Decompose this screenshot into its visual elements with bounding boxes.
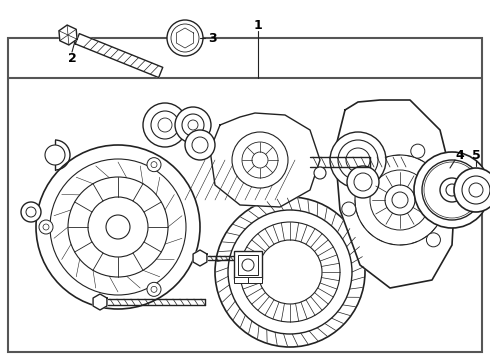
Polygon shape xyxy=(59,25,77,45)
Circle shape xyxy=(228,210,352,334)
Circle shape xyxy=(185,130,215,160)
Text: 4: 4 xyxy=(456,149,465,162)
Circle shape xyxy=(385,185,415,215)
Circle shape xyxy=(106,215,130,239)
Circle shape xyxy=(424,162,480,218)
Circle shape xyxy=(354,173,372,191)
Circle shape xyxy=(392,192,408,208)
Polygon shape xyxy=(75,33,163,77)
Circle shape xyxy=(167,20,203,56)
Circle shape xyxy=(430,168,474,212)
Text: 1: 1 xyxy=(254,18,262,32)
Circle shape xyxy=(252,152,268,168)
Circle shape xyxy=(469,183,483,197)
Circle shape xyxy=(347,166,379,198)
Circle shape xyxy=(454,168,490,212)
Circle shape xyxy=(232,132,288,188)
Circle shape xyxy=(147,158,161,172)
Circle shape xyxy=(175,28,195,48)
Bar xyxy=(234,277,248,283)
Polygon shape xyxy=(210,113,320,207)
Circle shape xyxy=(43,224,49,230)
Bar xyxy=(238,255,258,275)
Circle shape xyxy=(242,259,254,271)
Polygon shape xyxy=(193,250,207,266)
Circle shape xyxy=(338,140,378,180)
Circle shape xyxy=(171,24,199,52)
Circle shape xyxy=(50,159,186,295)
Circle shape xyxy=(68,177,168,277)
Circle shape xyxy=(175,107,211,143)
Bar xyxy=(8,38,482,352)
Circle shape xyxy=(355,155,445,245)
Circle shape xyxy=(346,148,370,172)
Circle shape xyxy=(462,176,490,204)
Circle shape xyxy=(39,220,53,234)
Circle shape xyxy=(427,165,477,215)
Circle shape xyxy=(192,137,208,153)
Circle shape xyxy=(330,132,386,188)
Circle shape xyxy=(370,170,430,230)
Circle shape xyxy=(258,240,322,304)
Circle shape xyxy=(188,120,198,130)
Circle shape xyxy=(158,118,172,132)
Circle shape xyxy=(147,282,161,296)
Circle shape xyxy=(45,145,65,165)
Text: 5: 5 xyxy=(471,149,480,162)
Circle shape xyxy=(411,144,425,158)
Circle shape xyxy=(314,167,326,179)
Circle shape xyxy=(215,197,365,347)
Bar xyxy=(248,277,262,283)
Circle shape xyxy=(21,202,41,222)
Circle shape xyxy=(242,142,278,178)
Text: 3: 3 xyxy=(208,32,216,45)
Circle shape xyxy=(240,222,340,322)
Circle shape xyxy=(26,207,36,217)
Polygon shape xyxy=(335,100,455,288)
Circle shape xyxy=(422,160,482,220)
Circle shape xyxy=(342,202,356,216)
Circle shape xyxy=(143,103,187,147)
Circle shape xyxy=(440,178,464,202)
Circle shape xyxy=(414,152,490,228)
Circle shape xyxy=(426,233,441,247)
Circle shape xyxy=(446,184,458,196)
Text: 2: 2 xyxy=(68,51,76,64)
Circle shape xyxy=(88,197,148,257)
Circle shape xyxy=(151,162,157,168)
Circle shape xyxy=(151,111,179,139)
Circle shape xyxy=(151,286,157,292)
Bar xyxy=(234,251,262,279)
Circle shape xyxy=(182,114,204,136)
Polygon shape xyxy=(93,294,107,310)
Circle shape xyxy=(36,145,200,309)
